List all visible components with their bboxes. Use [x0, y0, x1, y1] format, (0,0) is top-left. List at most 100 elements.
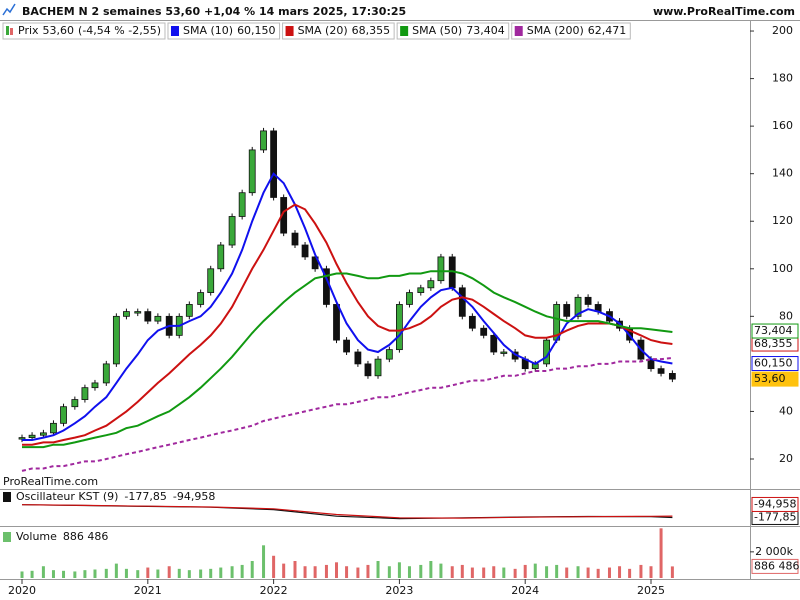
volume-bar: [533, 563, 537, 578]
candle: [500, 351, 508, 354]
volume-bar: [262, 545, 266, 578]
legend-box: [511, 22, 631, 40]
candle: [71, 399, 79, 408]
volume-bar: [545, 566, 549, 578]
candle: [490, 334, 498, 353]
volume-bar: [20, 571, 24, 578]
legend-value: 62,471: [588, 24, 627, 37]
volume-bar: [73, 571, 77, 578]
legend-value: 886 486: [63, 530, 109, 543]
candle: [480, 327, 488, 336]
candle: [385, 349, 393, 360]
y-tick-label: 180: [772, 72, 793, 85]
candle: [28, 434, 36, 438]
candle: [123, 311, 130, 317]
volume-bar: [303, 566, 307, 578]
volume-bar: [407, 566, 411, 578]
volume-bar: [187, 570, 191, 578]
value-box-label: 73,404: [754, 324, 793, 337]
legend-value: 60,150: [237, 24, 276, 37]
source: www.ProRealTime.com: [653, 5, 795, 18]
legend-box: [396, 22, 510, 40]
volume-bar: [345, 566, 349, 578]
legend-label: SMA (50): [412, 24, 462, 37]
series-line: [22, 172, 673, 441]
legend-change: (-4,54 % -2,55): [78, 24, 161, 37]
volume-bar: [293, 561, 297, 578]
candle: [354, 351, 362, 365]
volume-bar: [104, 568, 108, 578]
y-tick-label: 40: [779, 404, 793, 417]
candle: [50, 422, 57, 434]
volume-bar: [240, 564, 244, 578]
volume-bar: [482, 567, 486, 578]
candle: [333, 304, 340, 341]
volume-bar: [670, 566, 674, 578]
legend-label: SMA (10): [183, 24, 233, 37]
value-box: [751, 558, 799, 574]
candle: [248, 149, 256, 194]
y-tick-label: 20: [779, 452, 793, 465]
volume-bar: [397, 562, 401, 578]
legend-box: [282, 22, 395, 40]
value-box: [751, 496, 799, 512]
volume-bar: [199, 569, 203, 578]
series-line: [22, 270, 673, 449]
y-tick-label: 120: [772, 214, 793, 227]
volume-bar: [62, 570, 66, 578]
volume-bar: [565, 567, 569, 578]
candle: [39, 432, 47, 436]
legend-swatch: [3, 492, 11, 502]
candle: [260, 130, 267, 151]
volume-bar: [41, 566, 45, 578]
volume-bar: [659, 528, 663, 578]
volume-bar: [450, 566, 454, 578]
series-line: [21, 357, 673, 472]
candle: [417, 287, 425, 293]
legend-swatch: [514, 26, 523, 36]
volume-bar: [596, 568, 600, 578]
volume-bar: [30, 570, 34, 578]
candle: [102, 363, 110, 384]
legend-label: SMA (20): [298, 24, 348, 37]
candle: [374, 358, 382, 377]
volume-bar: [429, 561, 433, 578]
candle: [343, 339, 350, 353]
volume-bar: [324, 564, 328, 578]
candle: [427, 280, 435, 289]
volume-bar: [272, 555, 276, 578]
candle: [112, 315, 120, 365]
legend-label: Prix: [18, 24, 39, 37]
volume-bar: [146, 567, 150, 578]
y-tick-label: 160: [772, 119, 793, 132]
candle: [154, 315, 162, 322]
volume-bar: [124, 568, 128, 578]
candle: [134, 311, 142, 314]
candle: [60, 406, 67, 424]
volume-bar: [282, 563, 286, 578]
watermark: ProRealTime.com: [3, 475, 98, 488]
volume-bar: [639, 564, 643, 578]
candle: [437, 256, 445, 282]
candle: [668, 373, 676, 380]
legend-value: 73,404: [466, 24, 505, 37]
volume-bar: [51, 570, 55, 578]
volume-bar: [502, 567, 506, 578]
candle: [228, 216, 236, 246]
value-box-label: -94,958: [754, 497, 796, 510]
candle: [584, 296, 592, 305]
candle: [396, 304, 403, 351]
value-box: [751, 323, 799, 339]
volume-bar: [136, 570, 140, 578]
volume-bar: [219, 567, 223, 578]
x-tick-label: 2025: [637, 584, 665, 597]
value-box-label: 53,60: [754, 372, 786, 385]
legend-swatch: [3, 532, 11, 542]
candle: [301, 244, 309, 258]
volume-bar: [356, 567, 360, 578]
legend-swatch: [400, 26, 409, 36]
volume-bar: [156, 569, 160, 578]
panel-title: Volume: [16, 530, 57, 543]
